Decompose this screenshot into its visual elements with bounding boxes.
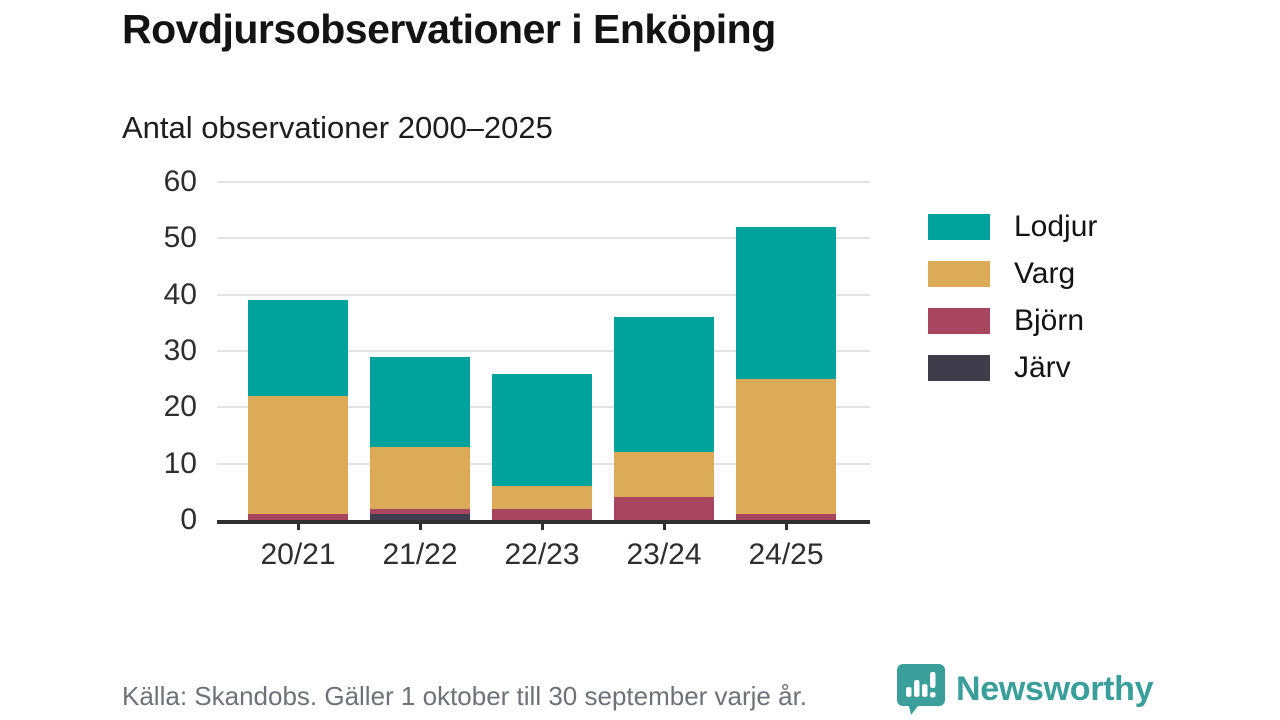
stacked-bar-24/25 — [736, 227, 836, 520]
bar-segment-varg-21/22 — [370, 446, 470, 509]
bar-segment-lodjur-24/25 — [736, 227, 836, 380]
legend-label: Varg — [1014, 257, 1076, 290]
newsworthy-bubble-icon — [897, 664, 945, 715]
x-axis-label-23/24: 23/24 — [626, 538, 702, 571]
y-axis-tick-label: 10 — [163, 446, 197, 480]
x-axis-tick — [784, 520, 788, 530]
gridline-y30 — [217, 350, 870, 352]
bar-segment-lodjur-22/23 — [492, 373, 592, 487]
y-axis-tick-label: 20 — [163, 390, 197, 424]
x-axis-tick — [662, 520, 666, 530]
bar-segment-varg-23/24 — [614, 452, 714, 498]
legend-item-lodjur: Lodjur — [928, 210, 1097, 243]
bar-segment-varg-20/21 — [248, 396, 348, 515]
legend-item-björn: Björn — [928, 304, 1097, 337]
bar-segment-björn-20/21 — [248, 514, 348, 520]
chart-legend: Lodjur Varg Björn Järv — [928, 210, 1097, 402]
legend-item-järv: Järv — [928, 351, 1097, 384]
legend-label: Björn — [1014, 304, 1085, 337]
x-axis-label-22/23: 22/23 — [504, 538, 580, 571]
bar-segment-björn-24/25 — [736, 514, 836, 520]
stacked-bar-20/21 — [248, 300, 348, 520]
plot-area: 0 10 20 30 40 50 60 20/21 21/22 22/23 23/24 24/25 — [164, 167, 870, 571]
legend-swatch-lodjur — [928, 214, 990, 240]
stacked-bar-23/24 — [614, 317, 714, 520]
x-axis-tick — [540, 520, 544, 530]
bar-segment-björn-21/22 — [370, 508, 470, 515]
gridline-y40 — [217, 293, 870, 296]
x-axis-label-20/21: 20/21 — [260, 538, 336, 571]
bar-segment-varg-22/23 — [492, 486, 592, 509]
y-axis-tick-label: 0 — [180, 503, 197, 536]
source-note: Källa: Skandobs. Gäller 1 oktober till 3… — [122, 681, 808, 711]
bar-segment-lodjur-20/21 — [248, 300, 348, 397]
x-axis-tick — [418, 520, 422, 530]
bar-segment-lodjur-21/22 — [370, 356, 470, 447]
x-axis-line — [217, 520, 870, 524]
brand-name: Newsworthy — [956, 669, 1154, 708]
bar-segment-björn-22/23 — [492, 508, 592, 520]
y-axis-tick-label: 50 — [163, 221, 197, 255]
legend-swatch-björn — [928, 308, 990, 334]
x-axis-label-21/22: 21/22 — [382, 538, 458, 571]
legend-swatch-varg — [928, 261, 990, 287]
legend-label: Järv — [1014, 351, 1071, 384]
legend-label: Lodjur — [1014, 210, 1098, 243]
y-axis-tick-label: 60 — [163, 165, 197, 198]
gridline-y60 — [217, 181, 870, 183]
stacked-bar-21/22 — [370, 356, 470, 520]
legend-swatch-järv — [928, 355, 990, 381]
stacked-bar-22/23 — [492, 373, 592, 520]
brand-logo: Newsworthy — [896, 663, 1154, 715]
bar-segment-björn-23/24 — [614, 497, 714, 520]
y-axis-tick-label: 30 — [163, 334, 197, 367]
x-axis-label-24/25: 24/25 — [748, 538, 824, 571]
bar-segment-järv-21/22 — [370, 514, 470, 520]
page-title: Rovdjursobservationer i Enköping — [122, 6, 776, 52]
bar-segment-lodjur-23/24 — [614, 317, 714, 453]
bar-segment-varg-24/25 — [736, 379, 836, 515]
legend-item-varg: Varg — [928, 257, 1097, 290]
y-axis-tick-label: 40 — [163, 277, 197, 311]
gridline-y50 — [217, 237, 870, 240]
chart-subtitle: Antal observationer 2000–2025 — [122, 110, 553, 145]
x-axis-tick — [296, 520, 300, 530]
